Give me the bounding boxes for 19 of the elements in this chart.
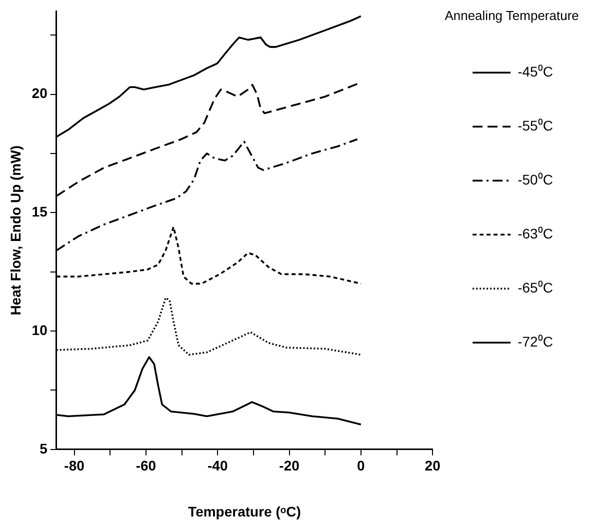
x-tick-label: -40 <box>207 458 228 474</box>
x-tick-label: 0 <box>357 458 366 474</box>
legend-label: -72⁰C <box>518 333 553 350</box>
legend-label: -55⁰C <box>518 117 553 134</box>
legend-title: Annealing Temperature <box>444 8 579 24</box>
y-tick-label: 5 <box>40 440 48 456</box>
legend-label: -45⁰C <box>518 63 553 80</box>
legend-label: -50⁰C <box>518 171 553 188</box>
y-tick-label: 10 <box>32 322 48 338</box>
x-tick-label: 20 <box>424 458 441 474</box>
y-tick-label: 15 <box>32 204 48 220</box>
x-axis-title: Temperature (ᵒC) <box>188 503 301 520</box>
y-tick-label: 20 <box>32 85 48 102</box>
legend-label: -65⁰C <box>518 279 553 296</box>
legend-label: -63⁰C <box>518 225 553 242</box>
y-axis-title: Heat Flow, Endo Up (mW) <box>7 145 24 316</box>
x-tick-label: -80 <box>64 458 85 474</box>
x-tick-label: -60 <box>136 458 156 474</box>
x-tick-label: -20 <box>279 458 300 474</box>
